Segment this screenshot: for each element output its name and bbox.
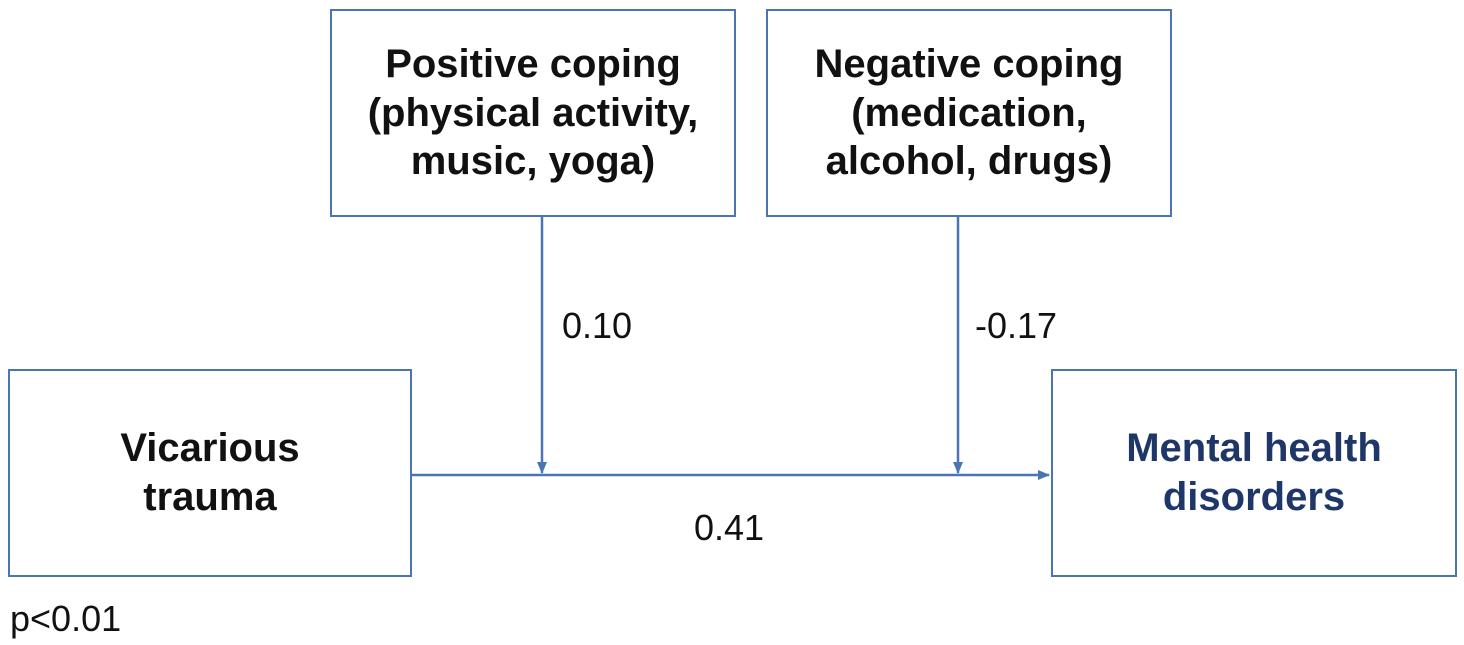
negative-coping-line-2: (medication, xyxy=(851,90,1087,135)
mental-health-disorders-node: Mental health disorders xyxy=(1051,369,1457,577)
significance-footnote: p<0.01 xyxy=(10,598,122,639)
negative-coping-line-1: Negative coping xyxy=(814,41,1124,86)
positive-coping-line-2: (physical activity, xyxy=(367,90,699,135)
vicarious-trauma-line-1: Vicarious xyxy=(120,426,300,471)
negative-moderation-coefficient: -0.17 xyxy=(975,305,1058,346)
positive-coping-node: Positive coping (physical activity, musi… xyxy=(330,9,736,217)
mental-health-line-1: Mental health xyxy=(1126,426,1382,471)
positive-coping-line-1: Positive coping xyxy=(385,41,681,86)
positive-moderation-coefficient: 0.10 xyxy=(562,305,633,346)
vicarious-trauma-line-2: trauma xyxy=(143,475,277,519)
negative-coping-line-3: alcohol, drugs) xyxy=(825,139,1113,184)
positive-coping-line-3: music, yoga) xyxy=(410,139,656,184)
mental-health-line-2: disorders xyxy=(1162,475,1346,519)
negative-coping-node: Negative coping (medication, alcohol, dr… xyxy=(766,9,1172,217)
main-effect-coefficient: 0.41 xyxy=(694,507,765,548)
vicarious-trauma-node: Vicarious trauma xyxy=(8,369,412,577)
